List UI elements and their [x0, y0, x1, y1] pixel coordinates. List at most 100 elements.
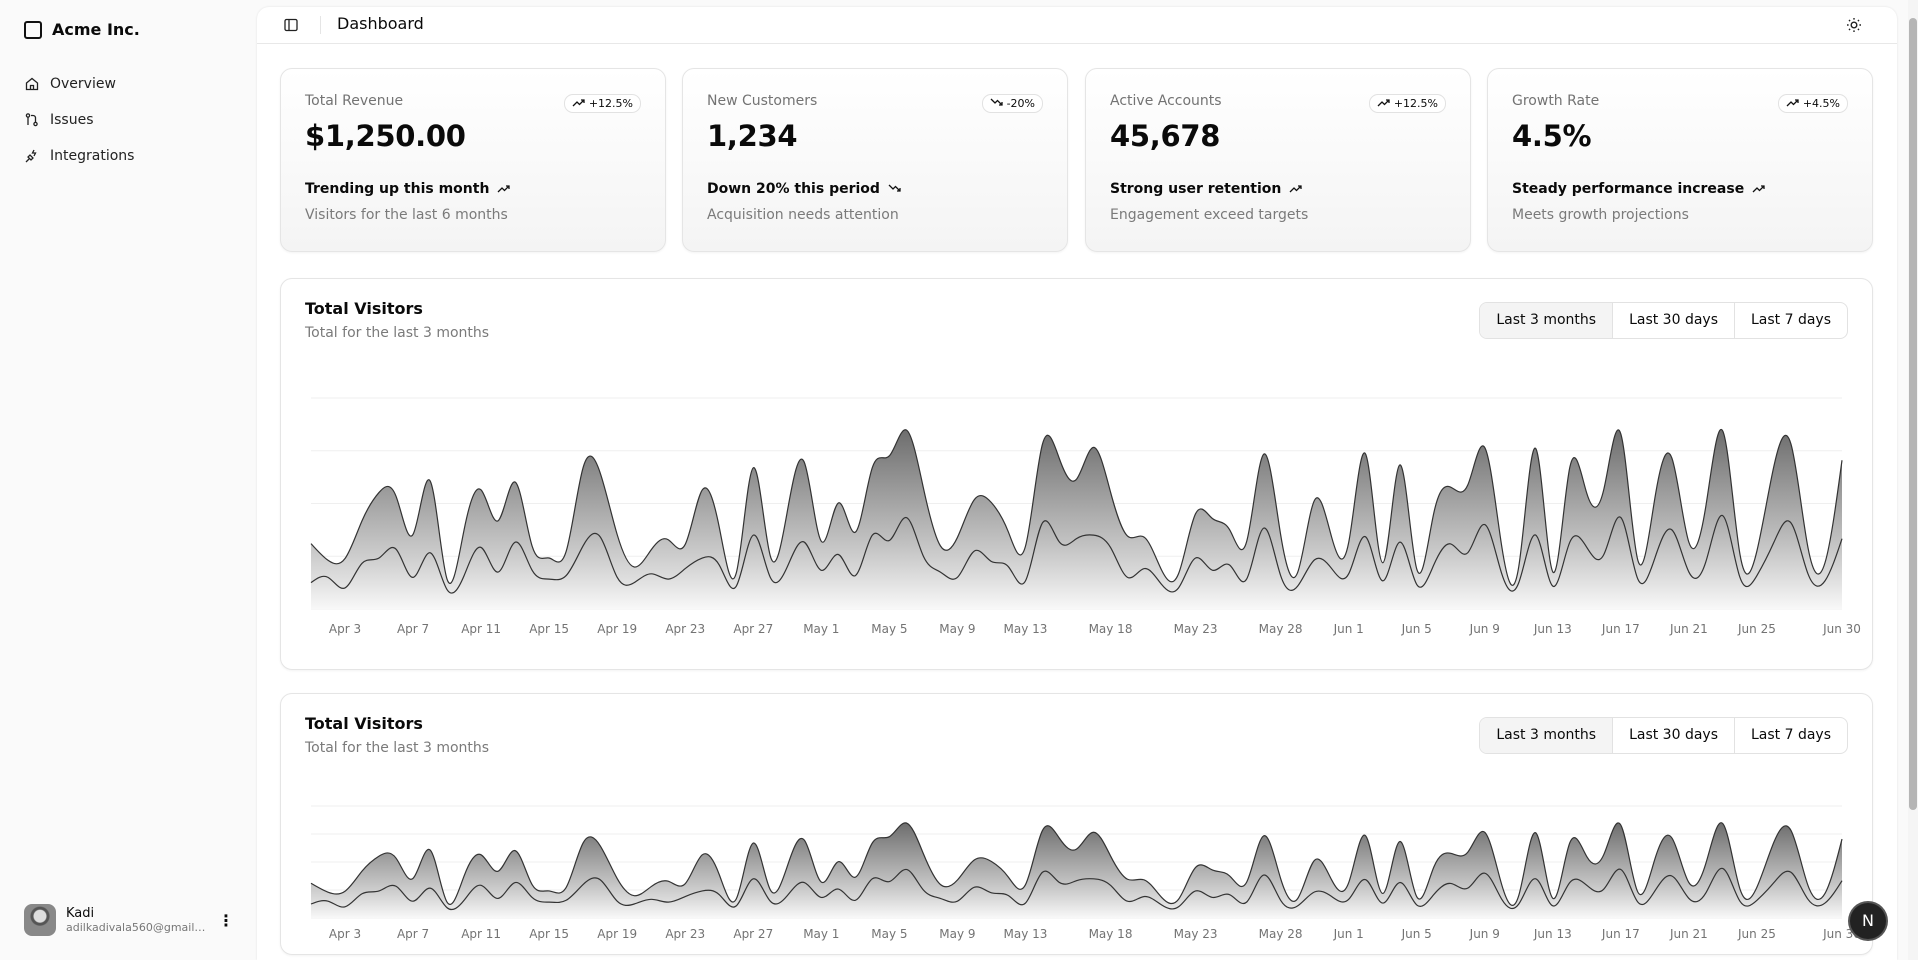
change-badge: +4.5%: [1777, 94, 1848, 113]
stat-value: $1,250.00: [305, 119, 466, 153]
x-tick-label: Jun 21: [1669, 927, 1708, 941]
trend-up-icon: [497, 181, 511, 197]
trend-text: Trending up this month: [305, 181, 490, 197]
chart-subtitle: Total for the last 3 months: [305, 740, 490, 756]
range-option[interactable]: Last 3 months: [1480, 718, 1613, 753]
series-2-line: [310, 822, 1843, 907]
visitors-chart-card: Total Visitors Total for the last 3 mont…: [280, 693, 1873, 955]
x-tick-label: Jun 30: [1822, 622, 1861, 636]
sun-icon[interactable]: [1846, 17, 1862, 33]
x-tick-label: Jun 5: [1401, 622, 1432, 636]
x-tick-label: May 13: [1004, 622, 1048, 636]
x-tick-label: Apr 27: [733, 622, 773, 636]
x-tick-label: May 28: [1259, 622, 1303, 636]
trend-text: Strong user retention: [1110, 181, 1282, 197]
stat-description: Acquisition needs attention: [707, 207, 899, 223]
x-tick-label: Jun 30: [1822, 927, 1861, 941]
trend-text: Down 20% this period: [707, 181, 880, 197]
x-tick-label: May 9: [939, 622, 975, 636]
brand-name: Acme Inc.: [52, 20, 140, 39]
x-tick-label: May 1: [803, 927, 839, 941]
sidebar-item-integrations[interactable]: Integrations: [24, 138, 134, 174]
x-tick-label: Apr 11: [461, 927, 501, 941]
x-tick-label: Jun 17: [1601, 927, 1640, 941]
home-icon: [25, 77, 39, 91]
sidebar-toggle-icon[interactable]: [283, 17, 299, 33]
header-divider: [320, 16, 321, 34]
trend-down-icon: [990, 97, 1003, 110]
badge-text: -20%: [1006, 97, 1035, 110]
plug-icon: [25, 149, 37, 163]
stat-label: Active Accounts: [1110, 93, 1222, 109]
brand[interactable]: Acme Inc.: [24, 20, 140, 39]
trend-up-icon: [1786, 97, 1799, 110]
main-panel: Dashboard Total Revenue +12.5% $1,250.00…: [257, 7, 1897, 960]
range-option[interactable]: Last 3 months: [1480, 303, 1613, 338]
x-tick-label: Jun 21: [1669, 622, 1708, 636]
trend-text-row: Trending up this month: [305, 181, 511, 197]
change-badge: -20%: [981, 94, 1043, 113]
x-tick-label: Jun 13: [1533, 622, 1572, 636]
series-1-area: [311, 868, 1842, 918]
trend-down-icon: [888, 181, 901, 197]
user-name: Kadi: [66, 906, 95, 921]
x-tick-label: Apr 7: [397, 927, 429, 941]
x-tick-label: Apr 11: [461, 622, 501, 636]
change-badge: +12.5%: [563, 94, 641, 113]
x-tick-label: Jun 9: [1469, 927, 1500, 941]
x-tick-label: May 28: [1259, 927, 1303, 941]
sidebar-item-label: Issues: [50, 112, 94, 128]
area-chart: Apr 3 Apr 7 Apr 11 Apr 15 Apr 19 Apr 23 Apr 27…: [310, 805, 1861, 941]
range-option[interactable]: Last 30 days: [1612, 303, 1734, 338]
trend-up-icon: [572, 97, 585, 110]
x-tick-label: May 1: [803, 622, 839, 636]
stat-card: Growth Rate +4.5% 4.5% Steady performanc…: [1487, 68, 1873, 252]
stat-value: 45,678: [1110, 119, 1221, 153]
stat-card: Active Accounts +12.5% 45,678 Strong use…: [1085, 68, 1471, 252]
x-tick-label: Jun 1: [1333, 622, 1364, 636]
x-tick-label: Apr 23: [665, 622, 705, 636]
stat-value: 1,234: [707, 119, 798, 153]
range-option[interactable]: Last 30 days: [1612, 718, 1734, 753]
scrollbar[interactable]: [1908, 0, 1918, 960]
trend-up-icon: [1377, 97, 1390, 110]
range-option[interactable]: Last 7 days: [1733, 303, 1847, 338]
header: Dashboard: [257, 7, 1897, 44]
user-menu[interactable]: Kadi adilkadivala560@gmail.com ⋮: [24, 904, 234, 936]
x-tick-label: Apr 15: [529, 927, 569, 941]
scrollbar-thumb[interactable]: [1909, 18, 1917, 810]
x-tick-label: May 18: [1089, 622, 1133, 636]
x-tick-label: Jun 25: [1737, 622, 1776, 636]
stat-value: 4.5%: [1512, 119, 1592, 153]
range-toggle-group: Last 3 months Last 30 days Last 7 days: [1479, 717, 1848, 754]
sidebar: Acme Inc. Overview Issues Integrations K…: [0, 0, 257, 960]
avatar: [24, 904, 56, 936]
x-tick-label: Apr 3: [329, 622, 361, 636]
x-tick-label: May 23: [1174, 622, 1218, 636]
chart-subtitle: Total for the last 3 months: [305, 325, 490, 341]
series-1-line: [310, 867, 1843, 911]
more-vertical-icon[interactable]: ⋮: [218, 910, 234, 930]
sidebar-item-overview[interactable]: Overview: [24, 66, 134, 102]
next-devtools-button[interactable]: N: [1850, 903, 1886, 939]
x-tick-label: Apr 7: [397, 622, 429, 636]
x-tick-label: May 5: [871, 927, 907, 941]
sidebar-item-label: Integrations: [50, 148, 135, 164]
sidebar-nav: Overview Issues Integrations: [24, 66, 134, 174]
stat-label: Growth Rate: [1512, 93, 1600, 109]
trend-text: Steady performance increase: [1512, 181, 1745, 197]
git-pull-request-icon: [25, 113, 38, 127]
x-tick-label: May 23: [1174, 927, 1218, 941]
x-tick-label: May 9: [939, 927, 975, 941]
x-tick-label: Jun 25: [1737, 927, 1776, 941]
sidebar-item-issues[interactable]: Issues: [24, 102, 134, 138]
trend-up-icon: [1752, 181, 1765, 197]
chart-title: Total Visitors: [305, 299, 423, 318]
range-option[interactable]: Last 7 days: [1733, 718, 1847, 753]
badge-text: +12.5%: [588, 97, 633, 110]
chart-title: Total Visitors: [305, 714, 423, 733]
badge-text: +12.5%: [1393, 97, 1438, 110]
logo-square-icon: [24, 20, 42, 39]
range-toggle-group: Last 3 months Last 30 days Last 7 days: [1479, 302, 1848, 339]
x-tick-label: May 18: [1089, 927, 1133, 941]
